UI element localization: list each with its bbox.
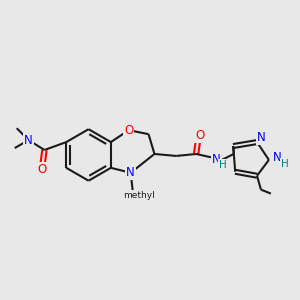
Text: O: O	[195, 129, 205, 142]
Text: H: H	[281, 159, 289, 169]
Text: O: O	[124, 124, 133, 137]
Text: N: N	[126, 166, 135, 179]
Text: O: O	[38, 163, 47, 176]
Text: N: N	[256, 130, 265, 144]
Text: H: H	[219, 160, 227, 170]
Text: methyl: methyl	[123, 191, 154, 200]
Text: N: N	[24, 134, 33, 147]
Text: N: N	[272, 152, 281, 164]
Text: N: N	[212, 153, 220, 167]
